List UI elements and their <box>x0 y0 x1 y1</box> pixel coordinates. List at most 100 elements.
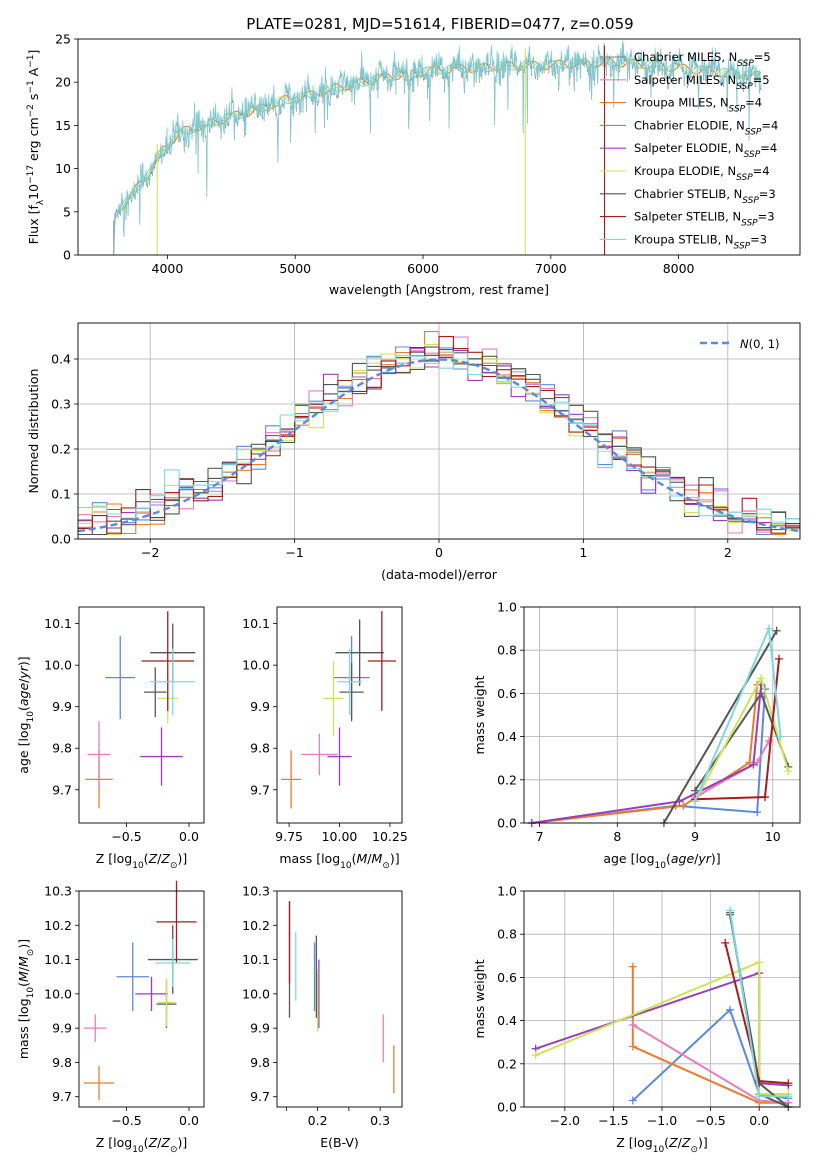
y-tick-label: 10.1 <box>242 952 270 967</box>
y-tick-label: 10.0 <box>44 986 72 1001</box>
axes-frame <box>78 606 205 824</box>
y-tick-label: 10 <box>55 161 71 176</box>
y-tick-label: 0.0 <box>51 532 71 547</box>
y-tick-label: 10.3 <box>242 884 270 899</box>
y-tick-label: 10.0 <box>242 658 270 673</box>
x-tick-label: 8 <box>613 829 621 844</box>
y-tick-label: 0.6 <box>497 970 517 985</box>
x-tick-label: 0.3 <box>370 1113 390 1128</box>
x-axis-label-part: Z <box>160 1135 170 1150</box>
weight-series-line <box>663 630 778 824</box>
legend-label: Salpeter STELIB, NSSP=3 <box>634 210 775 229</box>
y-tick-label: 0.2 <box>51 442 71 457</box>
x-axis-label: Z [log10(Z/Z⊙)] <box>96 1135 188 1155</box>
x-tick-label: 0.0 <box>179 1113 199 1128</box>
y-tick-label: 9.9 <box>52 1021 72 1036</box>
y-axis-label-part: 10 <box>26 987 36 999</box>
x-tick-label: 10.00 <box>322 829 358 844</box>
legend-label: Salpeter MILES, NSSP=5 <box>634 73 770 92</box>
x-axis-label-part: )] <box>390 851 400 866</box>
legend-label-part: =5 <box>754 50 771 64</box>
y-tick-label: 20 <box>55 75 71 90</box>
y-axis-label-part: ( <box>16 706 31 711</box>
y-axis-label-part: )] <box>16 939 31 949</box>
y-tick-label: 0.4 <box>51 352 71 367</box>
age-vs-metallicity-panel: −0.5 0.09.79.89.910.010.1Z [log10(Z/Z⊙)]a… <box>16 606 205 871</box>
legend-label-part: SSP <box>742 196 759 206</box>
legend-label-part: Salpeter STELIB, N <box>634 210 741 224</box>
residuals-panel: −2 −1 0 1 2 0.0 0.1 0.2 0.3 0.4 (data-model)/error… <box>26 322 801 582</box>
legend-label: Kroupa MILES, NSSP=4 <box>634 96 762 115</box>
y-tick-label: 10.2 <box>242 918 270 933</box>
y-axis-label-part: ] <box>26 50 41 55</box>
y-tick-label: 0.8 <box>497 643 517 658</box>
weight-point-marker <box>691 797 700 806</box>
legend-label-part: N <box>740 337 749 351</box>
y-axis-label-part: age [log <box>16 722 31 773</box>
x-axis-label-part: )] <box>177 851 187 866</box>
x-tick-label: −1 <box>285 545 303 560</box>
weight-point-marker <box>726 906 735 915</box>
x-axis-label-part: ( <box>144 851 149 866</box>
x-tick-label: 6000 <box>407 261 439 276</box>
x-axis-label-part: / <box>678 1135 683 1150</box>
weight-point-marker <box>679 801 688 810</box>
weight-point-marker <box>628 1042 637 1051</box>
histogram-series <box>78 347 800 536</box>
y-axis-label: mass [log10(M/M⊙)] <box>16 939 36 1059</box>
x-axis-label: Z [log10(Z/Z⊙)] <box>616 1135 708 1155</box>
spectrum-panel: 4000 5000 6000 7000 8000 0 5 10 15 20 25 wavelength… <box>26 32 801 297</box>
legend-label-part: SSP <box>741 219 758 229</box>
y-axis-label-part: M <box>16 971 31 982</box>
x-tick-label: 0.2 <box>308 1113 328 1128</box>
x-axis-label: age [log10(age/yr)] <box>603 851 720 871</box>
x-axis-label: E(B-V) <box>320 1135 359 1150</box>
y-axis-label-part: s <box>26 94 41 105</box>
y-tick-label: 9.8 <box>52 1055 72 1070</box>
y-axis-label: age [log10(age/yr)] <box>16 656 36 773</box>
x-axis-label-part: 10 <box>340 861 352 871</box>
legend-label: Chabrier MILES, NSSP=5 <box>634 50 771 69</box>
y-tick-label: 9.7 <box>52 1089 72 1104</box>
legend-label-part: =3 <box>750 232 767 246</box>
mass-vs-metallicity-panel: −0.5 0.09.79.89.910.010.110.210.3Z [log10… <box>16 880 205 1155</box>
weight-point-marker <box>749 760 758 769</box>
x-tick-label: 9.75 <box>275 829 303 844</box>
y-tick-label: 10.2 <box>44 918 72 933</box>
x-axis-label-part: 10 <box>655 861 667 871</box>
weight-point-marker <box>531 1051 540 1060</box>
axes-frame <box>77 38 801 256</box>
weight-point-marker <box>764 624 773 633</box>
y-axis-label-part: λ <box>36 199 46 205</box>
x-tick-label: 1 <box>579 545 587 560</box>
x-axis-label: mass [log10(M/M⊙)] <box>279 851 399 871</box>
y-tick-label: 25 <box>55 32 71 47</box>
y-tick-label: 10.1 <box>44 952 72 967</box>
legend-label-part: SSP <box>729 105 746 115</box>
weight-point-marker <box>628 1020 637 1029</box>
x-axis-label-part: ⊙ <box>382 861 390 871</box>
y-axis-label: mass weight <box>472 675 487 754</box>
legend-label-part: Chabrier STELIB, N <box>634 187 742 201</box>
x-tick-label: 5000 <box>279 261 311 276</box>
age-vs-mass-panel: 9.75 10.00 10.25 9.7 9.8 9.9 10.0 10.1 mass [log… <box>242 606 408 871</box>
x-axis-label-part: Z [log <box>96 1135 132 1150</box>
legend-label-part: Kroupa STELIB, N <box>634 232 734 246</box>
y-tick-label: 9.9 <box>250 1021 270 1036</box>
x-axis-label-part: / <box>157 1135 162 1150</box>
y-tick-label: 10.3 <box>44 884 72 899</box>
weight-point-marker <box>755 958 764 967</box>
weight-point-marker <box>761 793 770 802</box>
x-axis-label-part: Z <box>160 851 170 866</box>
figure-title: PLATE=0281, MJD=51614, FIBERID=0477, z=0… <box>246 15 633 33</box>
x-tick-label: −1.0 <box>647 1113 677 1128</box>
y-axis-label-part: 10 <box>26 184 41 200</box>
model-spectrum-line <box>113 40 762 251</box>
y-axis-label-part: ( <box>16 982 31 987</box>
y-axis-label-part: 10 <box>26 711 36 723</box>
y-axis-label-part: erg cm <box>26 117 41 165</box>
x-axis-label-part: Z [log <box>96 851 132 866</box>
normal-reference-curve <box>77 358 801 533</box>
legend-label-part: SSP <box>745 127 762 137</box>
